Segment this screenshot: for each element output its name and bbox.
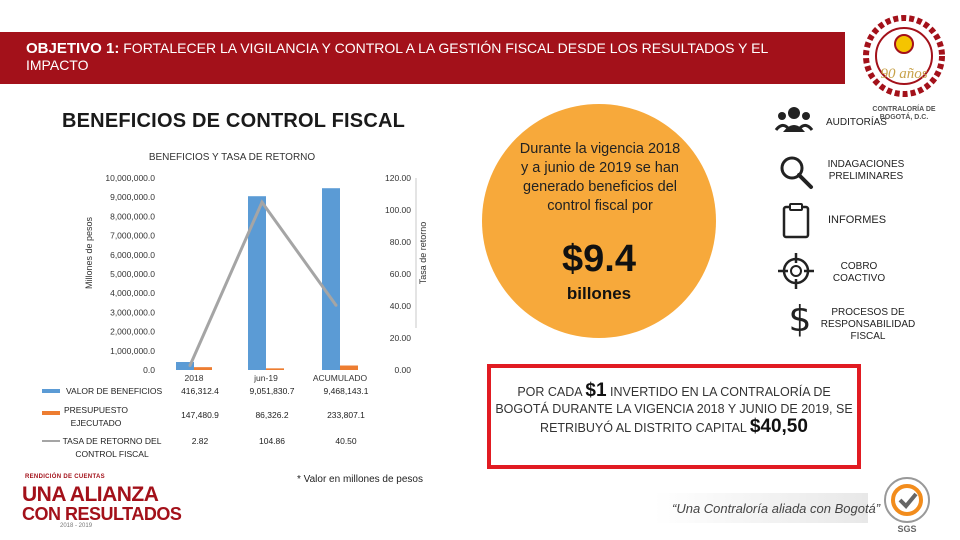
category-label: ACUMULADO bbox=[313, 373, 368, 383]
y-tick-label: 0.0 bbox=[143, 365, 155, 375]
line-point bbox=[334, 303, 338, 307]
highlight-circle bbox=[482, 104, 716, 338]
legend-label: TASA DE RETORNO DEL bbox=[63, 436, 162, 446]
legend-swatch bbox=[42, 411, 60, 415]
sgs-label: SGS bbox=[897, 524, 916, 534]
logo-line-1: UNA ALIANZA bbox=[22, 483, 159, 506]
dollar-icon: $ bbox=[788, 299, 812, 340]
category-label: 2018 bbox=[185, 373, 204, 383]
seal-caption: CONTRALORÍA DE BOGOTÁ, D.C. bbox=[872, 106, 936, 121]
y-tick-label: 3,000,000.0 bbox=[110, 307, 155, 317]
objective-banner bbox=[0, 32, 845, 84]
sidebar-label-procesos: PROCESOS DE RESPONSABILIDAD FISCAL bbox=[820, 307, 916, 342]
tagline: “Una Contraloría aliada con Bogotá” bbox=[672, 501, 881, 516]
data-label: 416,312.4 bbox=[181, 386, 219, 396]
bar bbox=[194, 367, 212, 370]
return-amount-returned: $40,50 bbox=[749, 416, 808, 437]
y2-tick-label: 40.00 bbox=[390, 301, 412, 311]
objective-heading: OBJETIVO 1: FORTALECER LA VIGILANCIA Y C… bbox=[26, 40, 826, 74]
return-middle-text: INVERTIDO EN LA CONTRALORÍA DE BOGOTÁ DU… bbox=[495, 385, 853, 435]
bar bbox=[248, 196, 266, 370]
sgs-certification-badge: SGS bbox=[884, 477, 930, 534]
chart-title: BENEFICIOS Y TASA DE RETORNO bbox=[149, 152, 316, 163]
legend-swatch bbox=[42, 389, 60, 393]
section-title: BENEFICIOS DE CONTROL FISCAL bbox=[62, 110, 406, 132]
tagline-band bbox=[654, 493, 868, 523]
y2-tick-label: 20.00 bbox=[390, 333, 412, 343]
line-point bbox=[188, 363, 192, 367]
data-label: 233,807.1 bbox=[327, 410, 365, 420]
objective-text: FORTALECER LA VIGILANCIA Y CONTROL A LA … bbox=[26, 40, 768, 73]
contraloria-seal-logo: 90 años bbox=[863, 15, 945, 97]
logo-line-2: CON RESULTADOS bbox=[22, 504, 182, 524]
y-tick-label: 4,000,000.0 bbox=[110, 288, 155, 298]
bar bbox=[322, 188, 340, 370]
data-label: 40.50 bbox=[335, 436, 357, 446]
line-point bbox=[260, 200, 264, 204]
y2-tick-label: 0.00 bbox=[394, 365, 411, 375]
y-tick-label: 7,000,000.0 bbox=[110, 231, 155, 241]
y2-tick-label: 60.00 bbox=[390, 269, 412, 279]
data-label: 86,326.2 bbox=[255, 410, 288, 420]
people-icon bbox=[774, 107, 814, 132]
return-prefix: POR CADA bbox=[517, 385, 582, 399]
sidebar-label-informes: INFORMES bbox=[828, 214, 887, 226]
legend-label: PRESUPUESTO bbox=[64, 405, 128, 415]
objective-label: OBJETIVO 1: bbox=[26, 40, 120, 57]
y-tick-label: 10,000,000.0 bbox=[105, 173, 155, 183]
y-tick-label: 6,000,000.0 bbox=[110, 250, 155, 260]
bar bbox=[176, 362, 194, 370]
legend-label: VALOR DE BENEFICIOS bbox=[66, 386, 163, 396]
bar bbox=[266, 368, 284, 370]
logo-caption: RENDICIÓN DE CUENTAS bbox=[25, 474, 105, 480]
bar bbox=[340, 365, 358, 370]
y-axis-label: Millones de pesos bbox=[84, 216, 94, 289]
category-label: jun-19 bbox=[253, 373, 278, 383]
footnote: * Valor en millones de pesos bbox=[297, 474, 423, 485]
return-callout: POR CADA $1 INVERTIDO EN LA CONTRALORÍA … bbox=[487, 364, 861, 469]
y-tick-label: 9,000,000.0 bbox=[110, 192, 155, 202]
sidebar-label-cobro: COBRO COACTIVO bbox=[832, 261, 886, 284]
clipboard-icon bbox=[782, 203, 810, 239]
y2-tick-label: 100.00 bbox=[385, 205, 411, 215]
data-label: 104.86 bbox=[259, 436, 285, 446]
highlight-text: Durante la vigencia 2018 y a junio de 20… bbox=[519, 141, 681, 214]
return-amount-invested: $1 bbox=[585, 380, 607, 401]
legend-label: EJECUTADO bbox=[71, 418, 122, 428]
sidebar-label-auditorias: AUDITORÍAS bbox=[826, 117, 887, 128]
sidebar-label-indagaciones: INDAGACIONES PRELIMINARES bbox=[827, 159, 905, 182]
target-icon bbox=[778, 253, 814, 289]
data-label: 2.82 bbox=[192, 436, 209, 446]
benefits-chart: BENEFICIOS Y TASA DE RETORNO Millones de… bbox=[42, 152, 428, 459]
y-tick-label: 1,000,000.0 bbox=[110, 346, 155, 356]
logo-years: 2018 - 2019 bbox=[60, 523, 93, 529]
data-label: 9,051,830.7 bbox=[250, 386, 295, 396]
data-label: 147,480.9 bbox=[181, 410, 219, 420]
y2-tick-label: 120.00 bbox=[385, 173, 411, 183]
seal-years: 90 años bbox=[880, 66, 927, 82]
highlight-amount: $9.4 bbox=[562, 238, 636, 280]
y-tick-label: 2,000,000.0 bbox=[110, 327, 155, 337]
y2-tick-label: 80.00 bbox=[390, 237, 412, 247]
data-label: 9,468,143.1 bbox=[324, 386, 369, 396]
y-tick-label: 8,000,000.0 bbox=[110, 211, 155, 221]
legend-label: CONTROL FISCAL bbox=[75, 449, 149, 459]
magnifier-icon bbox=[780, 156, 813, 189]
y-tick-label: 5,000,000.0 bbox=[110, 269, 155, 279]
highlight-unit: billones bbox=[566, 284, 632, 303]
y2-axis-label: Tasa de retorno bbox=[418, 222, 428, 285]
